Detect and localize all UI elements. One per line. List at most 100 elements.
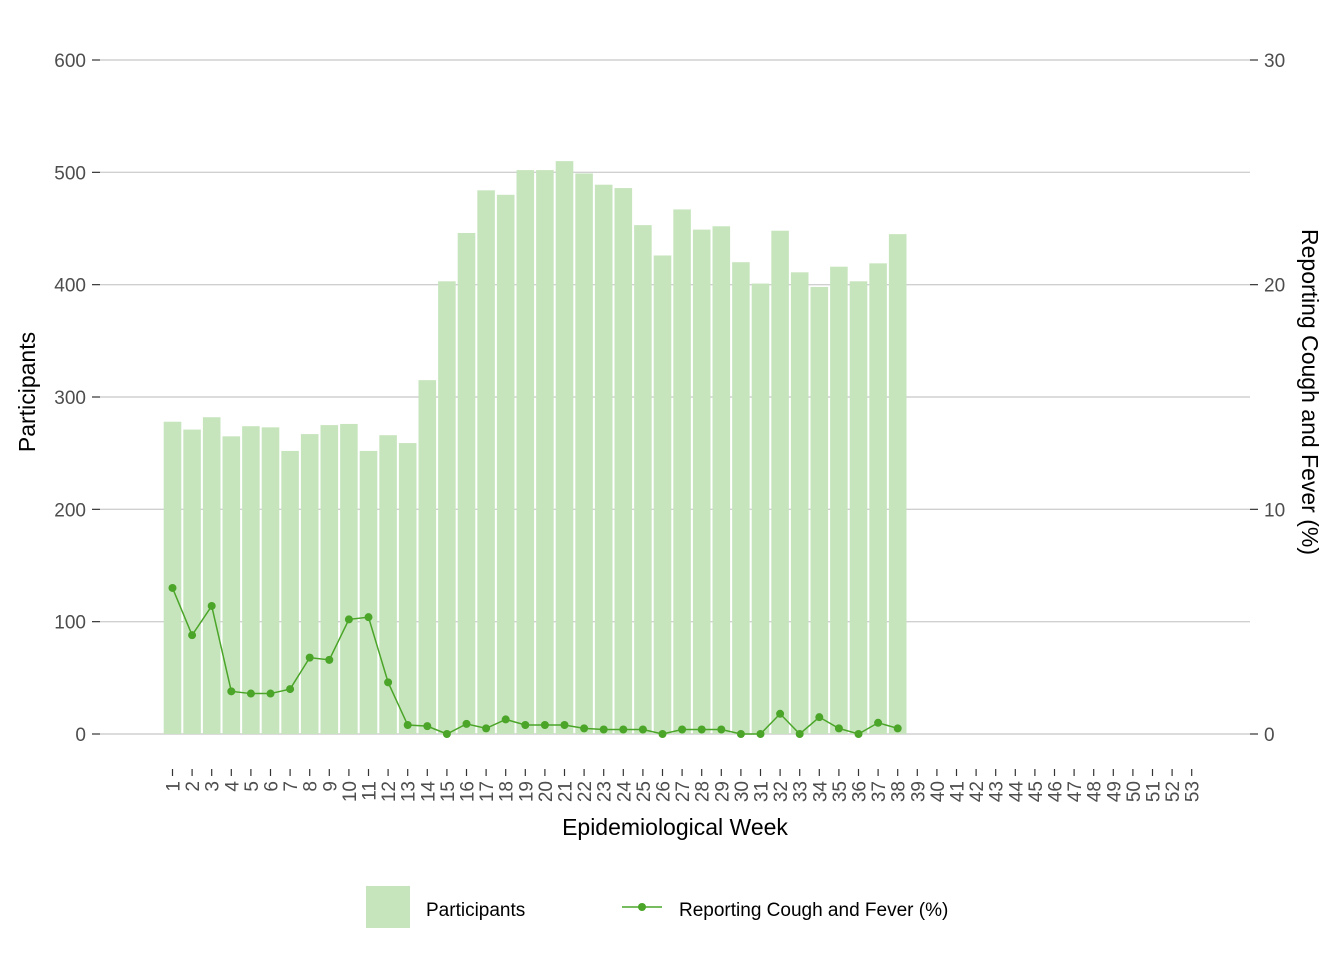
bar bbox=[340, 423, 358, 734]
x-tick-label: 17 bbox=[477, 781, 498, 802]
y-tick-label: 100 bbox=[54, 613, 86, 634]
bar bbox=[830, 266, 848, 734]
x-tick-label: 27 bbox=[673, 781, 694, 802]
right-y-tick-label: 30 bbox=[1264, 51, 1285, 72]
x-axis-title: Epidemiological Week bbox=[562, 814, 788, 840]
data-point bbox=[580, 724, 589, 733]
left-y-axis: 0 100 200 300 400 500 600 bbox=[54, 51, 100, 746]
x-tick-label: 30 bbox=[732, 781, 753, 802]
x-tick-label: 37 bbox=[869, 781, 890, 802]
bar bbox=[653, 255, 672, 734]
bar bbox=[163, 421, 182, 734]
x-tick-label: 24 bbox=[614, 781, 635, 803]
x-tick-label: 6 bbox=[262, 781, 283, 792]
bar bbox=[281, 450, 299, 734]
bar bbox=[457, 232, 476, 734]
bar bbox=[398, 443, 417, 734]
data-point bbox=[795, 730, 804, 738]
data-point bbox=[815, 713, 824, 722]
bar bbox=[222, 436, 241, 734]
x-tick-label: 15 bbox=[438, 781, 459, 802]
bar bbox=[183, 429, 201, 734]
x-tick-label: 47 bbox=[1065, 781, 1086, 802]
data-point bbox=[344, 615, 353, 624]
data-point bbox=[854, 730, 863, 738]
x-tick-label: 52 bbox=[1163, 781, 1184, 802]
x-tick-label: 53 bbox=[1183, 781, 1204, 802]
data-point bbox=[403, 721, 412, 730]
x-tick-label: 33 bbox=[791, 781, 812, 802]
x-tick-label: 51 bbox=[1144, 781, 1165, 802]
x-tick-label: 4 bbox=[222, 781, 243, 792]
data-point bbox=[188, 631, 197, 640]
x-tick-label: 11 bbox=[360, 781, 381, 801]
x-tick-label: 50 bbox=[1124, 781, 1145, 802]
bar bbox=[516, 170, 535, 734]
x-tick-label: 28 bbox=[693, 781, 714, 802]
bar bbox=[869, 263, 887, 734]
legend: Participants Reporting Cough and Fever (… bbox=[366, 886, 948, 928]
x-tick-label: 42 bbox=[967, 781, 988, 802]
x-tick-label: 3 bbox=[203, 781, 224, 792]
legend-key-participants bbox=[366, 886, 410, 928]
x-tick-label: 31 bbox=[752, 781, 773, 802]
x-tick-label: 16 bbox=[458, 781, 479, 802]
y-tick-label: 500 bbox=[54, 163, 86, 184]
data-point bbox=[246, 689, 255, 698]
y-axis-title: Participants bbox=[14, 332, 40, 452]
right-y-tick-label: 10 bbox=[1264, 500, 1285, 521]
x-tick-label: 20 bbox=[536, 781, 557, 802]
right-y-tick-label: 0 bbox=[1264, 725, 1275, 746]
x-tick-label: 49 bbox=[1104, 781, 1125, 802]
x-axis: 1234567891011121314151617181920212223242… bbox=[164, 769, 1204, 802]
data-point bbox=[874, 718, 883, 727]
bar bbox=[751, 283, 770, 734]
y-tick-label: 400 bbox=[54, 276, 86, 297]
data-point bbox=[834, 724, 843, 733]
x-tick-label: 43 bbox=[987, 781, 1008, 802]
data-point bbox=[658, 730, 667, 738]
data-point bbox=[423, 722, 432, 731]
data-point bbox=[638, 725, 647, 734]
bar bbox=[614, 188, 633, 734]
x-tick-label: 34 bbox=[810, 781, 831, 803]
x-tick-label: 45 bbox=[1026, 781, 1047, 802]
data-point bbox=[893, 724, 902, 733]
bar bbox=[242, 426, 260, 734]
data-point bbox=[266, 689, 275, 698]
right-y-axis-title: Reporting Cough and Fever (%) bbox=[1297, 229, 1323, 555]
data-point bbox=[756, 730, 765, 738]
bar bbox=[888, 234, 907, 734]
data-point bbox=[168, 583, 177, 592]
data-point bbox=[286, 685, 295, 694]
data-point bbox=[384, 678, 393, 687]
data-point bbox=[521, 721, 530, 730]
x-tick-label: 7 bbox=[281, 781, 302, 792]
bar bbox=[379, 435, 397, 734]
x-tick-label: 1 bbox=[164, 781, 185, 792]
bar bbox=[418, 380, 437, 734]
bar bbox=[496, 194, 515, 735]
data-point bbox=[717, 725, 726, 734]
data-point bbox=[482, 724, 491, 733]
bar-series-participants bbox=[163, 161, 907, 735]
legend-label-participants: Participants bbox=[426, 900, 525, 921]
x-tick-label: 48 bbox=[1085, 781, 1106, 802]
x-tick-label: 22 bbox=[575, 781, 596, 802]
x-tick-label: 41 bbox=[948, 781, 969, 802]
bar bbox=[536, 170, 554, 734]
x-tick-label: 12 bbox=[379, 781, 400, 802]
bar bbox=[555, 161, 574, 735]
x-tick-label: 14 bbox=[418, 781, 439, 803]
bar bbox=[261, 427, 280, 734]
bar bbox=[634, 225, 652, 734]
y-tick-label: 200 bbox=[54, 500, 86, 521]
y-tick-label: 300 bbox=[54, 388, 86, 409]
data-point bbox=[462, 719, 471, 728]
legend-label-cough-fever: Reporting Cough and Fever (%) bbox=[679, 900, 948, 921]
legend-key-cough-fever-point bbox=[638, 903, 646, 911]
bar bbox=[849, 281, 868, 734]
data-point bbox=[227, 687, 236, 696]
x-tick-label: 9 bbox=[320, 781, 341, 792]
